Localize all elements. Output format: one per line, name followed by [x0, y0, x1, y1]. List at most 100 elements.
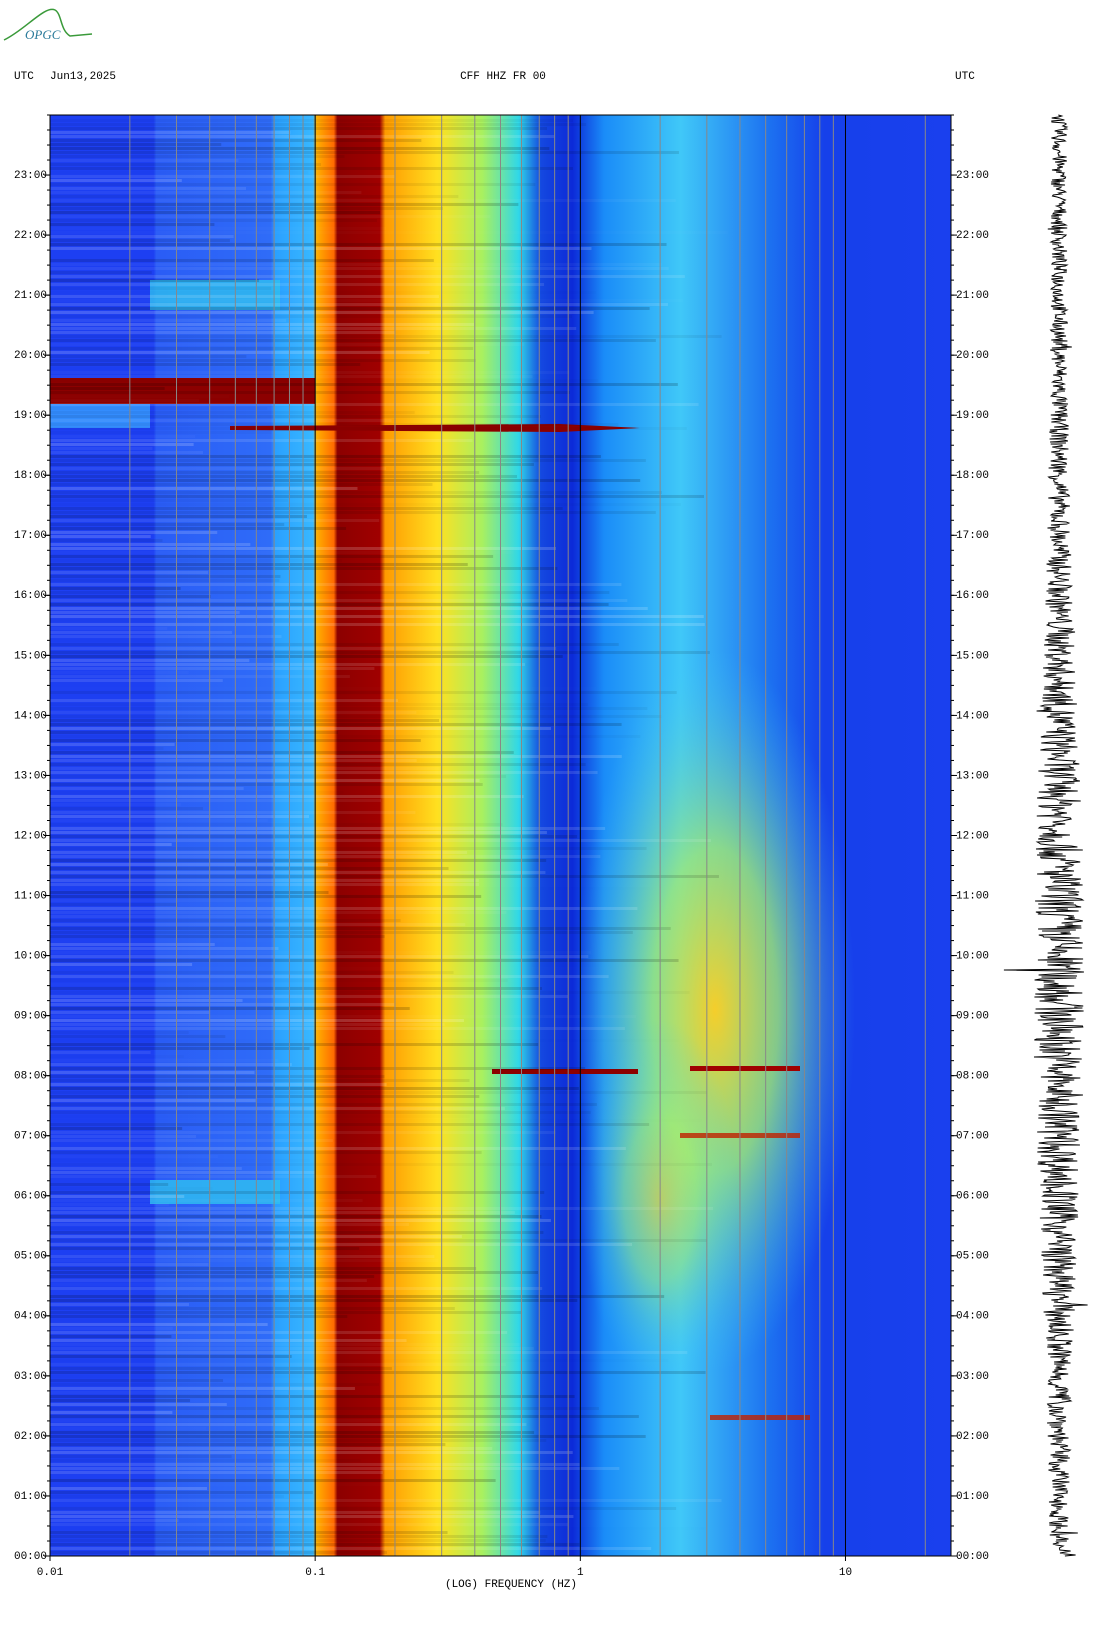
stripe — [50, 875, 719, 878]
stripe — [50, 1203, 169, 1206]
stripe — [50, 347, 474, 350]
stripe — [50, 747, 164, 750]
stripe — [50, 711, 417, 714]
stripe — [50, 1327, 173, 1330]
stripe — [50, 351, 430, 354]
stripe — [50, 1415, 639, 1418]
stripe — [50, 487, 358, 490]
stripe — [50, 1455, 232, 1458]
y-tick-label-right: 23:00 — [956, 170, 989, 182]
stripe — [50, 455, 601, 458]
y-tick-label: 10:00 — [14, 950, 47, 962]
stripe — [50, 1023, 445, 1026]
stripe — [50, 595, 211, 598]
stripe — [50, 1467, 620, 1470]
stripe — [50, 479, 641, 482]
stripe — [50, 743, 175, 746]
stripe — [50, 1395, 575, 1398]
stripe — [50, 1439, 547, 1442]
stripe — [50, 215, 491, 218]
stripe — [50, 303, 668, 306]
stripe — [50, 1287, 543, 1290]
stripe — [50, 899, 290, 902]
stripe — [50, 315, 573, 318]
stripe — [50, 655, 563, 658]
stripe — [50, 1299, 578, 1302]
stripe — [50, 1103, 597, 1106]
stripe — [50, 695, 726, 698]
x-axis-label: (LOG) FREQUENCY (HZ) — [445, 1579, 577, 1591]
y-tick-label-right: 04:00 — [956, 1311, 989, 1323]
stripe — [50, 335, 722, 338]
y-tick-label-right: 19:00 — [956, 410, 989, 422]
stripe — [50, 227, 386, 230]
stripe — [50, 791, 343, 794]
stripe — [50, 435, 195, 438]
stripe — [50, 571, 209, 574]
stripe — [50, 675, 350, 678]
stripe — [50, 1303, 190, 1306]
stripe — [50, 427, 687, 430]
stripe — [50, 1095, 480, 1098]
y-tick-label: 01:00 — [14, 1491, 47, 1503]
stripe — [50, 887, 650, 890]
y-tick-label: 17:00 — [14, 530, 47, 542]
stripe — [50, 883, 480, 886]
y-tick-label: 04:00 — [14, 1311, 47, 1323]
stripe — [50, 295, 439, 298]
stripe — [50, 703, 588, 706]
stripe — [50, 355, 247, 358]
stripe — [50, 775, 507, 778]
stripe — [50, 671, 188, 674]
stripe — [50, 559, 342, 562]
stripe — [50, 803, 181, 806]
stripe — [50, 1535, 548, 1538]
stripe — [50, 1047, 310, 1050]
stripe — [50, 1107, 505, 1110]
stripe — [50, 771, 598, 774]
stripe — [50, 1359, 669, 1362]
stripe — [50, 1135, 197, 1138]
stripe — [50, 1311, 523, 1314]
stripe — [50, 291, 596, 294]
stripe — [50, 1215, 542, 1218]
stripe — [50, 639, 204, 642]
stripe — [50, 1363, 506, 1366]
stripe — [50, 859, 547, 862]
stripe — [50, 243, 667, 246]
stripe — [50, 167, 573, 170]
y-tick-label: 05:00 — [14, 1251, 47, 1263]
stripe — [50, 1447, 493, 1450]
stripe — [50, 955, 589, 958]
right-header: UTC — [955, 71, 975, 83]
stripe — [50, 1355, 292, 1358]
stripe — [50, 1175, 377, 1178]
stripe — [50, 1351, 688, 1354]
stripe — [50, 1495, 284, 1498]
event-band — [150, 280, 280, 310]
y-tick-label: 08:00 — [14, 1071, 47, 1083]
event-band — [50, 378, 315, 404]
event-band — [150, 1180, 280, 1204]
stripe — [50, 447, 153, 450]
stripe — [50, 1407, 599, 1410]
stripe — [50, 1335, 172, 1338]
stripe — [50, 191, 362, 194]
y-tick-label-right: 18:00 — [956, 470, 989, 482]
y-tick-label-right: 07:00 — [956, 1131, 989, 1143]
stripe — [50, 1247, 360, 1250]
stripe — [50, 975, 609, 978]
y-tick-label-right: 21:00 — [956, 290, 989, 302]
y-tick-label-right: 11:00 — [956, 890, 989, 902]
y-tick-label: 02:00 — [14, 1431, 47, 1443]
stripe — [50, 863, 328, 866]
stripe — [50, 1371, 706, 1374]
stripe — [50, 567, 558, 570]
stripe — [50, 439, 473, 442]
stripe — [50, 263, 662, 266]
stripe — [50, 563, 468, 566]
logo-swoosh — [3, 8, 93, 41]
x-tick-label: 1 — [577, 1567, 584, 1579]
stripe — [50, 615, 704, 618]
y-tick-label: 00:00 — [14, 1551, 47, 1563]
